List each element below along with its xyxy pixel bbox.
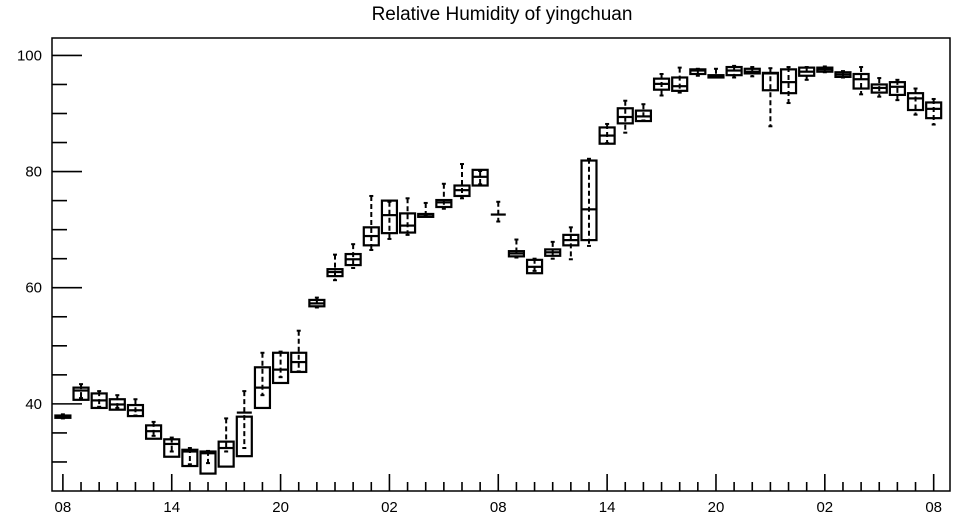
box-plot-item — [235, 390, 253, 458]
box-iqr — [380, 199, 399, 235]
box-iqr — [580, 159, 598, 242]
box-iqr — [163, 438, 181, 458]
box-plot-item — [707, 67, 725, 79]
box-plot-item — [525, 257, 544, 275]
x-tick-label: 20 — [272, 499, 289, 516]
box-plot-item — [290, 329, 308, 374]
y-tick-label: 100 — [17, 47, 42, 64]
box-plot-item — [90, 390, 108, 410]
box-plot-item — [54, 413, 72, 420]
box-iqr — [72, 386, 90, 401]
x-tick-label: 14 — [163, 499, 180, 516]
plot-frame — [51, 37, 951, 492]
box-plot-item — [417, 201, 435, 218]
y-tick-label: 40 — [25, 396, 42, 413]
box-plot-item — [798, 66, 816, 81]
box-iqr — [271, 351, 290, 385]
box-plot-item — [888, 78, 906, 102]
box-iqr — [217, 440, 235, 468]
y-tick-label: 80 — [25, 164, 42, 181]
x-tick-label: 14 — [599, 499, 616, 516]
box-plot-item — [253, 351, 272, 410]
box-plot-item — [598, 122, 616, 145]
box-plot-item — [689, 67, 707, 77]
tick-labels: 40 60 80 100 08 14 20 02 08 14 20 02 08 — [17, 47, 942, 516]
box-iqr — [925, 101, 943, 120]
box-plot-item — [580, 157, 598, 247]
box-plot-item — [616, 99, 634, 134]
box-plot-item — [671, 66, 689, 94]
box-plot-item — [398, 197, 417, 236]
box-plot-item — [490, 200, 506, 223]
box-plot-item — [816, 65, 834, 74]
box-plot-item — [925, 97, 943, 126]
box-plot-item — [181, 447, 199, 468]
box-plot-item — [308, 296, 326, 309]
box-series — [54, 64, 943, 475]
box-plot-item — [199, 449, 217, 475]
box-iqr — [616, 107, 634, 125]
box-plot-item — [779, 66, 798, 105]
box-plot-item — [725, 64, 743, 79]
box-plot-item — [362, 194, 380, 251]
box-iqr — [689, 68, 707, 76]
box-plot-item — [72, 383, 90, 401]
box-plot-item — [544, 240, 562, 260]
box-plot-item — [471, 168, 489, 187]
box-plot-item — [435, 182, 453, 210]
chart-title: Relative Humidity of yingchuan — [371, 4, 633, 25]
box-plot-item — [453, 163, 471, 200]
x-tick-label: 08 — [55, 499, 72, 516]
box-plot-item — [906, 87, 925, 116]
box-plot-item — [108, 394, 126, 411]
box-iqr — [181, 448, 199, 468]
box-plot-item — [870, 77, 888, 98]
box-iqr — [199, 450, 217, 475]
box-iqr — [398, 212, 417, 234]
box-iqr — [852, 72, 870, 90]
box-plot-item — [634, 103, 653, 123]
box-plot-item — [217, 417, 235, 468]
box-iqr — [671, 76, 689, 92]
x-tick-label: 08 — [925, 499, 942, 516]
box-plot-item — [507, 238, 526, 259]
x-tick-label: 02 — [816, 499, 833, 516]
plot-frame-border — [51, 37, 951, 492]
box-plot-item — [380, 199, 399, 240]
box-plot-item — [271, 350, 290, 385]
box-iqr — [235, 415, 253, 458]
y-tick-label: 60 — [25, 280, 42, 297]
box-plot-item — [834, 70, 852, 79]
box-plot-item — [562, 226, 580, 261]
box-plot-item — [144, 420, 163, 440]
box-iqr — [906, 92, 925, 112]
box-plot-item — [163, 436, 181, 458]
box-plot-item — [326, 253, 344, 282]
x-tick-label: 08 — [490, 499, 507, 516]
box-iqr — [888, 81, 906, 97]
box-plot-item — [743, 66, 761, 78]
box-plot-item — [344, 243, 362, 269]
x-tick-label: 02 — [381, 499, 398, 516]
box-plot-item — [852, 66, 870, 96]
box-iqr — [435, 198, 453, 209]
box-plot-item — [761, 67, 780, 128]
box-plot-item — [652, 73, 671, 97]
box-plot-item — [126, 398, 145, 418]
x-tick-label: 20 — [708, 499, 725, 516]
